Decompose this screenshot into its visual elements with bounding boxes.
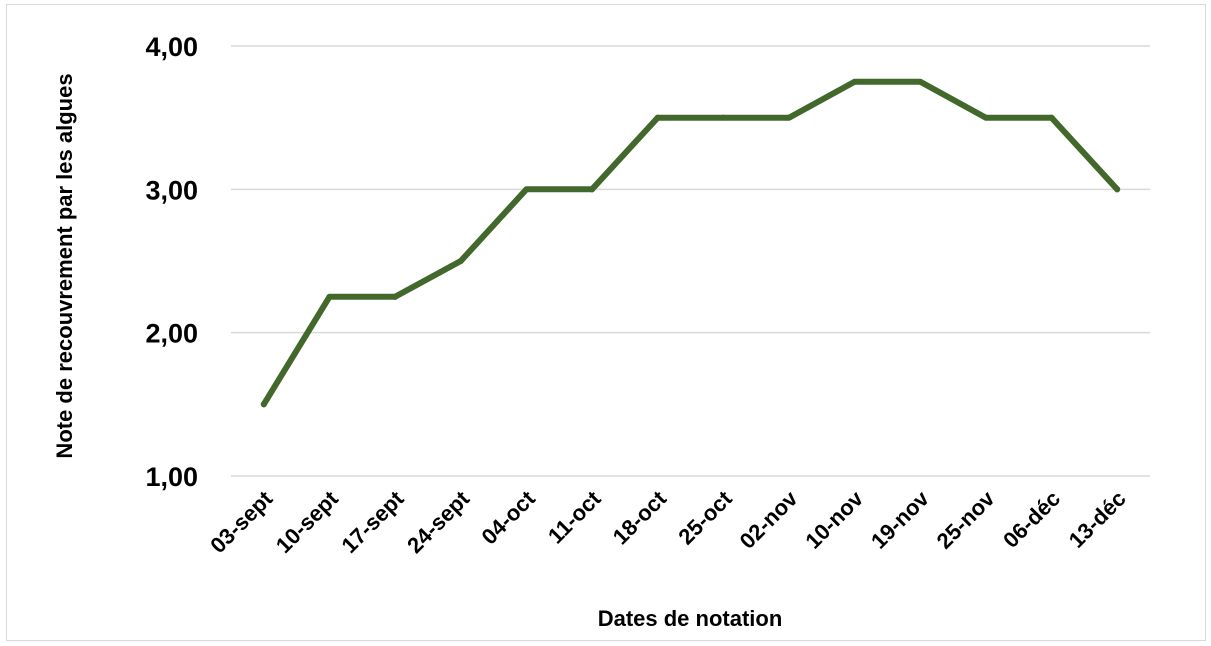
- y-tick-label: 2,00: [145, 319, 198, 349]
- x-axis-title: Dates de notation: [598, 606, 783, 631]
- y-tick-labels: 1,00 2,00 3,00 4,00: [145, 32, 198, 492]
- x-tick-label: 24-sept: [402, 485, 475, 558]
- x-tick-label: 19-nov: [866, 485, 934, 553]
- data-point: [720, 114, 727, 121]
- data-point: [917, 78, 924, 85]
- data-point: [654, 114, 661, 121]
- data-point: [589, 186, 596, 193]
- x-tick-label: 03-sept: [205, 485, 278, 558]
- x-tick-label: 25-oct: [673, 485, 737, 549]
- data-point: [260, 401, 267, 408]
- x-tick-label: 17-sept: [336, 485, 409, 558]
- x-tick-label: 10-nov: [800, 485, 868, 553]
- x-tick-label: 11-oct: [543, 485, 606, 548]
- data-point: [523, 186, 530, 193]
- chart-frame: [6, 4, 1206, 641]
- x-tick-label: 25-nov: [932, 485, 1000, 553]
- data-point: [392, 293, 399, 300]
- x-tick-label: 04-oct: [476, 485, 540, 549]
- gridlines: [231, 45, 1150, 477]
- data-point: [326, 293, 333, 300]
- x-tick-label: 13-déc: [1064, 486, 1131, 553]
- y-tick-label: 3,00: [145, 175, 198, 205]
- data-point: [457, 258, 464, 264]
- x-tick-label: 02-nov: [735, 485, 803, 553]
- series-layer: [260, 78, 1121, 408]
- data-point: [851, 78, 858, 85]
- series-line: [260, 78, 1121, 408]
- x-tick-label: 06-déc: [998, 486, 1065, 553]
- data-point: [1114, 186, 1121, 193]
- data-point: [785, 114, 792, 121]
- y-axis-title: Note de recouvrement par les algues: [52, 73, 77, 458]
- data-point: [982, 114, 989, 121]
- y-tick-label: 1,00: [145, 462, 198, 492]
- x-tick-label: 18-oct: [608, 485, 672, 549]
- data-point: [1048, 114, 1055, 121]
- y-tick-label: 4,00: [145, 32, 198, 62]
- x-tick-label: 10-sept: [271, 485, 344, 558]
